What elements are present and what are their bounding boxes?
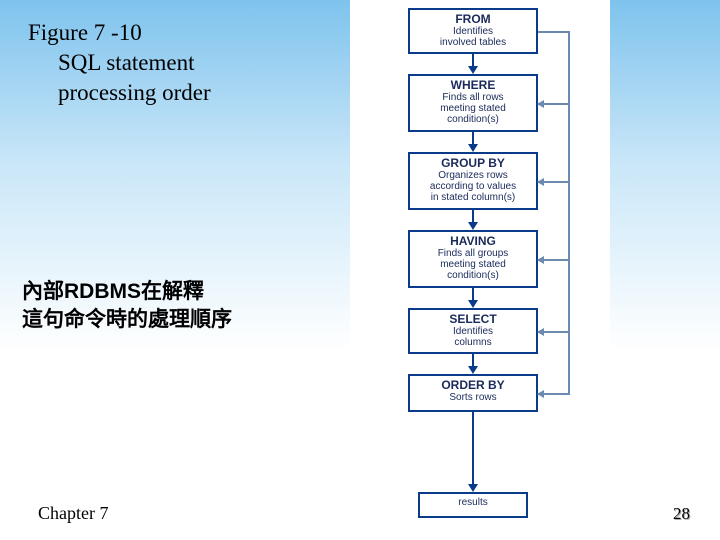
node-text: Sorts rows xyxy=(414,392,532,403)
node-header: GROUP BY xyxy=(414,157,532,170)
arrow-head-icon xyxy=(468,366,478,374)
feedback-line xyxy=(538,181,568,183)
node-text: Finds all rowsmeeting statedcondition(s) xyxy=(414,92,532,125)
flow-node-groupby: GROUP BYOrganizes rowsaccording to value… xyxy=(408,152,538,210)
arrow-head-icon xyxy=(468,222,478,230)
node-header: HAVING xyxy=(414,235,532,248)
feedback-line xyxy=(568,181,570,259)
subtitle-line1: 內部RDBMS在解釋 xyxy=(22,280,204,303)
footer-page-number: 28 xyxy=(673,504,690,524)
flow-node-from: FROMIdentifiesinvolved tables xyxy=(408,8,538,54)
title-line3: processing order xyxy=(28,78,211,108)
arrow-head-icon xyxy=(468,66,478,74)
flow-node-where: WHEREFinds all rowsmeeting statedconditi… xyxy=(408,74,538,132)
feedback-line xyxy=(568,259,570,331)
feedback-arrow-head-icon xyxy=(537,390,544,398)
arrow-head-icon xyxy=(468,144,478,152)
node-header: FROM xyxy=(414,13,532,26)
feedback-line xyxy=(538,103,568,105)
title-line2: SQL statement xyxy=(28,48,211,78)
subtitle: 內部RDBMS在解釋 這句命令時的處理順序 xyxy=(22,278,232,335)
node-text: Organizes rowsaccording to valuesin stat… xyxy=(414,170,532,203)
feedback-line xyxy=(568,31,570,103)
node-text: results xyxy=(424,497,522,508)
feedback-line xyxy=(538,259,568,261)
feedback-line xyxy=(568,103,570,181)
title-line1: Figure 7 -10 xyxy=(28,20,142,45)
footer-chapter: Chapter 7 xyxy=(38,503,108,524)
flow-node-having: HAVINGFinds all groupsmeeting statedcond… xyxy=(408,230,538,288)
figure-title: Figure 7 -10 SQL statement processing or… xyxy=(28,18,211,108)
node-text: Finds all groupsmeeting statedcondition(… xyxy=(414,248,532,281)
flow-node-results: results xyxy=(418,492,528,518)
feedback-line xyxy=(538,331,568,333)
node-header: SELECT xyxy=(414,313,532,326)
node-header: ORDER BY xyxy=(414,379,532,392)
flow-node-select: SELECTIdentifiescolumns xyxy=(408,308,538,354)
subtitle-line2: 這句命令時的處理順序 xyxy=(22,308,232,331)
arrow-head-icon xyxy=(468,300,478,308)
node-text: Identifiescolumns xyxy=(414,326,532,348)
feedback-line xyxy=(568,331,570,393)
node-header: WHERE xyxy=(414,79,532,92)
arrow-head-icon xyxy=(468,484,478,492)
flow-node-orderby: ORDER BYSorts rows xyxy=(408,374,538,412)
arrow-orderby-to-results xyxy=(472,412,474,486)
feedback-line xyxy=(538,31,568,33)
node-text: Identifiesinvolved tables xyxy=(414,26,532,48)
